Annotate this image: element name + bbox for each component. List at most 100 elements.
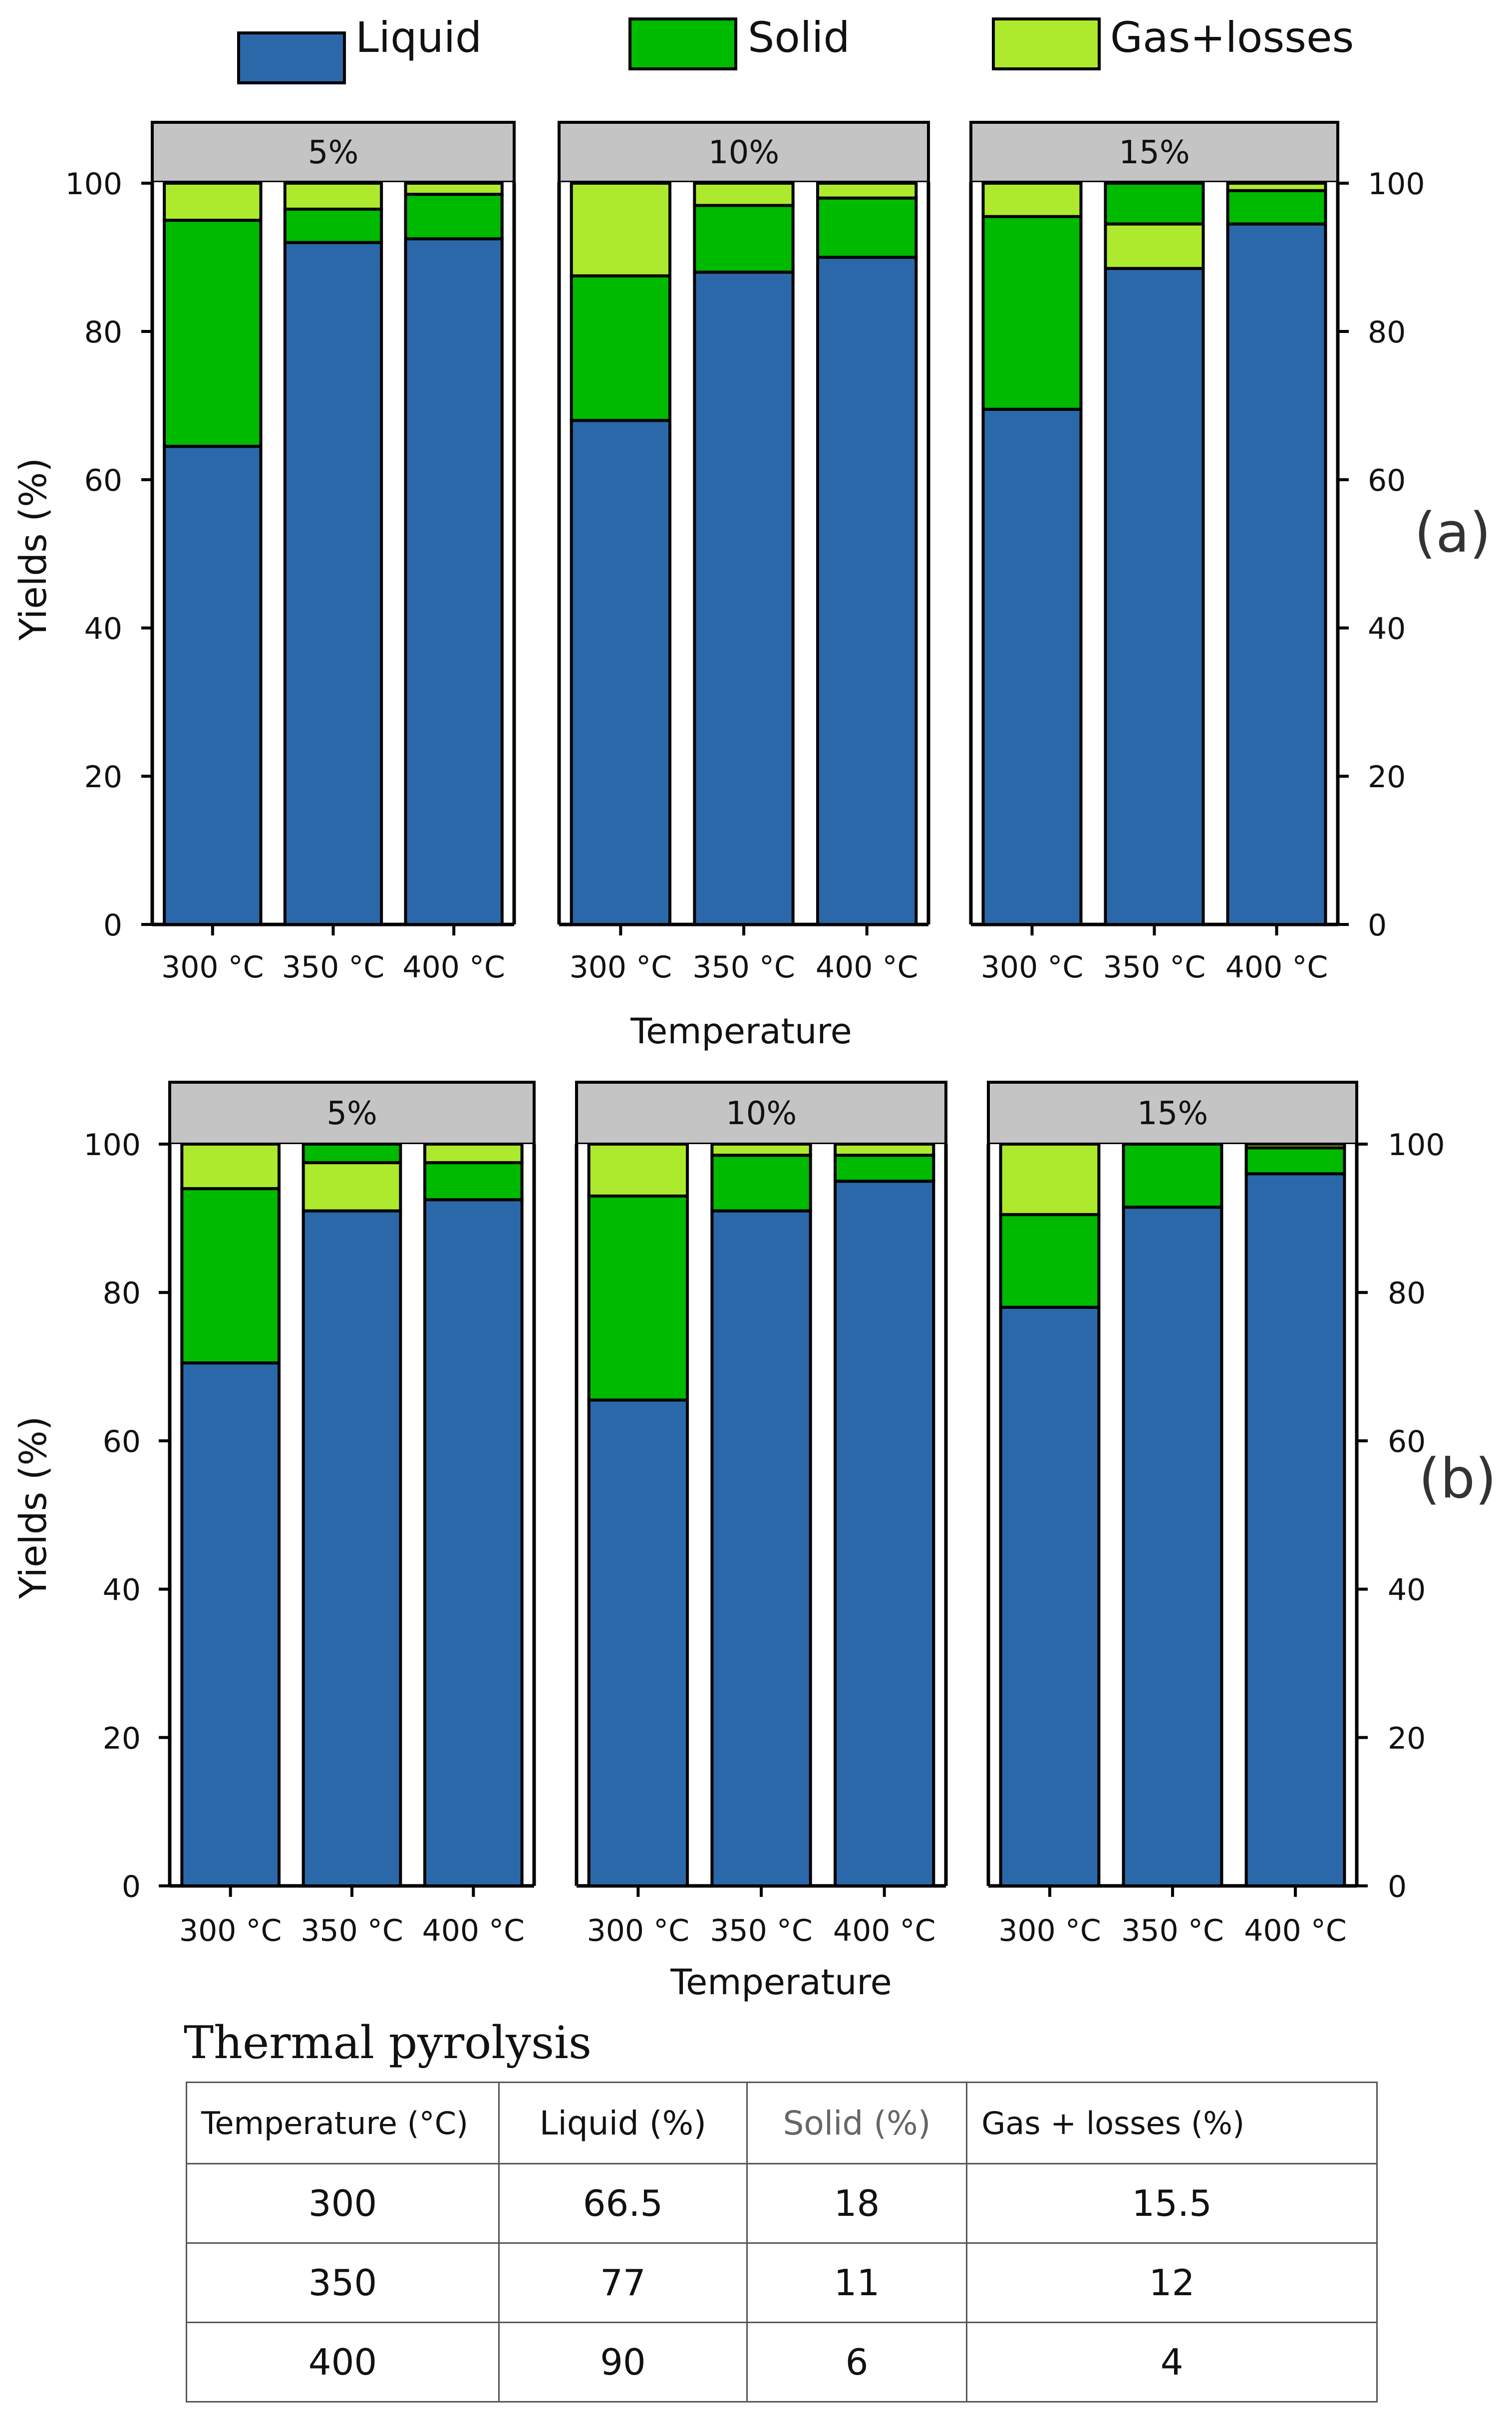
bar-gas-losses bbox=[981, 182, 1083, 218]
y-tick-label-right: 0 bbox=[1388, 1869, 1407, 1904]
x-axis-title: Temperature bbox=[670, 1962, 892, 2003]
y-tick-label-right: 0 bbox=[1368, 908, 1387, 943]
table-cell: 66.5 bbox=[498, 2163, 748, 2244]
legend-label: Solid bbox=[748, 13, 850, 62]
bar-gas-losses bbox=[570, 182, 671, 278]
table-cell: 12 bbox=[966, 2242, 1378, 2323]
results-table: Temperature (°C) Liquid (%) Solid (%) Ga… bbox=[186, 2082, 1378, 2403]
table-row: 400 90 6 4 bbox=[186, 2322, 1378, 2403]
y-tick-label-left: 60 bbox=[84, 463, 122, 498]
y-tick-label-left: 100 bbox=[65, 167, 122, 202]
facet-10pct: 10% 300 °C 350 °C 400 °C bbox=[575, 1081, 948, 1948]
bar-liquid bbox=[816, 256, 918, 926]
facet-15pct: 15% 300 °C 350 °C 400 °C bbox=[969, 121, 1340, 985]
table-title: Thermal pyrolysis bbox=[184, 2017, 592, 2069]
x-tick-label: 400 °C bbox=[422, 1913, 525, 1948]
y-tick-label-left: 0 bbox=[122, 1869, 141, 1904]
x-tick-label: 350 °C bbox=[282, 950, 385, 985]
facet-strip bbox=[987, 1081, 1358, 1146]
bar-liquid bbox=[283, 241, 383, 926]
legend-swatch-liquid bbox=[237, 31, 346, 84]
x-tick-label: 400 °C bbox=[1244, 1913, 1347, 1948]
x-tick-label: 350 °C bbox=[692, 950, 795, 985]
bar-gas-losses bbox=[302, 1161, 402, 1212]
facet-15pct: 15% 300 °C 350 °C 400 °C bbox=[986, 1081, 1359, 1948]
table-cell: 18 bbox=[746, 2163, 968, 2244]
table-cell: 350 bbox=[186, 2242, 500, 2323]
x-tick-label: 350 °C bbox=[301, 1913, 403, 1948]
bar-solid bbox=[816, 196, 918, 259]
panel-label: (a) bbox=[1414, 501, 1491, 565]
y-tick-label-right: 20 bbox=[1388, 1721, 1426, 1756]
table-cell: 6 bbox=[746, 2322, 968, 2403]
x-tick-label: 350 °C bbox=[1103, 950, 1206, 985]
y-tick-label-left: 40 bbox=[84, 611, 122, 646]
bar-gas-losses bbox=[816, 182, 918, 200]
bar-gas-losses bbox=[404, 182, 504, 196]
facet-5pct: 5% 300 °C 350 °C 400 °C bbox=[150, 121, 516, 985]
legend: Liquid Solid Gas+losses bbox=[237, 13, 1354, 84]
x-tick-label: 400 °C bbox=[1225, 950, 1328, 985]
y-tick-label-left: 100 bbox=[83, 1128, 141, 1163]
bar-gas-losses bbox=[834, 1143, 935, 1157]
bar-gas-losses bbox=[163, 182, 263, 222]
x-axis-title: Temperature bbox=[630, 1011, 852, 1052]
table-header-temperature: Temperature (°C) bbox=[186, 2082, 500, 2164]
x-tick-label: 400 °C bbox=[402, 950, 505, 985]
table-header-row: Temperature (°C) Liquid (%) Solid (%) Ga… bbox=[186, 2082, 1378, 2164]
facet-title: 10% bbox=[708, 134, 779, 171]
y-tick-label-left: 0 bbox=[103, 908, 122, 943]
bar-solid bbox=[710, 1154, 812, 1212]
bar-liquid bbox=[404, 237, 504, 926]
x-tick-label: 400 °C bbox=[833, 1913, 936, 1948]
bar-liquid bbox=[999, 1305, 1101, 1887]
bar-solid-top bbox=[302, 1143, 402, 1165]
facet-strip bbox=[558, 121, 930, 184]
table-row: 350 77 11 12 bbox=[186, 2242, 1378, 2323]
table-cell: 11 bbox=[746, 2242, 968, 2323]
chart-panel-b: 5% 300 °C 350 °C 400 °C 10% 300 °C 350 °C 400 °… bbox=[12, 1081, 1497, 2003]
y-tick-label-right: 80 bbox=[1388, 1276, 1426, 1311]
x-tick-label: 300 °C bbox=[161, 950, 264, 985]
legend-label: Gas+losses bbox=[1110, 13, 1354, 62]
panel-label: (b) bbox=[1419, 1447, 1497, 1511]
facet-strip bbox=[969, 121, 1339, 184]
table-cell: 400 bbox=[186, 2322, 500, 2403]
chart-panel-a: 5% 300 °C 350 °C 400 °C 10% 300 °C 350 °C 400 °… bbox=[12, 121, 1491, 1052]
bar-liquid bbox=[1122, 1206, 1223, 1887]
bar-solid bbox=[570, 274, 671, 422]
bar-solid bbox=[999, 1213, 1101, 1309]
facet-title: 15% bbox=[1119, 134, 1190, 171]
bar-solid bbox=[693, 204, 795, 274]
y-tick-label-left: 40 bbox=[103, 1573, 141, 1608]
x-tick-label: 400 °C bbox=[816, 950, 918, 985]
table-cell: 90 bbox=[498, 2322, 748, 2403]
bar-solid bbox=[1122, 1143, 1223, 1209]
x-tick-label: 350 °C bbox=[710, 1913, 813, 1948]
table-cell: 300 bbox=[186, 2163, 500, 2244]
bar-solid bbox=[283, 207, 383, 244]
y-tick-label-right: 60 bbox=[1388, 1424, 1426, 1459]
facet-title: 5% bbox=[326, 1095, 377, 1132]
bar-solid bbox=[404, 193, 504, 241]
bar-gas-losses bbox=[1104, 222, 1205, 270]
y-tick-label-right: 100 bbox=[1388, 1128, 1445, 1163]
facet-10pct: 10% 300 °C 350 °C 400 °C bbox=[557, 121, 930, 985]
bar-liquid bbox=[834, 1180, 935, 1887]
bar-gas-losses bbox=[999, 1143, 1101, 1216]
x-tick-label: 300 °C bbox=[179, 1913, 282, 1948]
y-tick-label-left: 60 bbox=[103, 1424, 141, 1459]
y-tick-label-left: 80 bbox=[103, 1276, 141, 1311]
table-cell: 4 bbox=[966, 2322, 1378, 2403]
bar-solid bbox=[423, 1161, 524, 1202]
y-tick-label-left: 20 bbox=[84, 760, 122, 795]
legend-swatch-gas-losses bbox=[992, 17, 1101, 70]
x-tick-label: 300 °C bbox=[998, 1913, 1101, 1948]
bar-liquid bbox=[693, 271, 795, 926]
table-header-gas: Gas + losses (%) bbox=[966, 2082, 1378, 2164]
facet-title: 15% bbox=[1137, 1095, 1208, 1132]
x-tick-label: 350 °C bbox=[1121, 1913, 1224, 1948]
bar-liquid bbox=[1226, 222, 1327, 926]
bar-liquid bbox=[163, 445, 263, 926]
legend-swatch-solid bbox=[628, 17, 737, 70]
